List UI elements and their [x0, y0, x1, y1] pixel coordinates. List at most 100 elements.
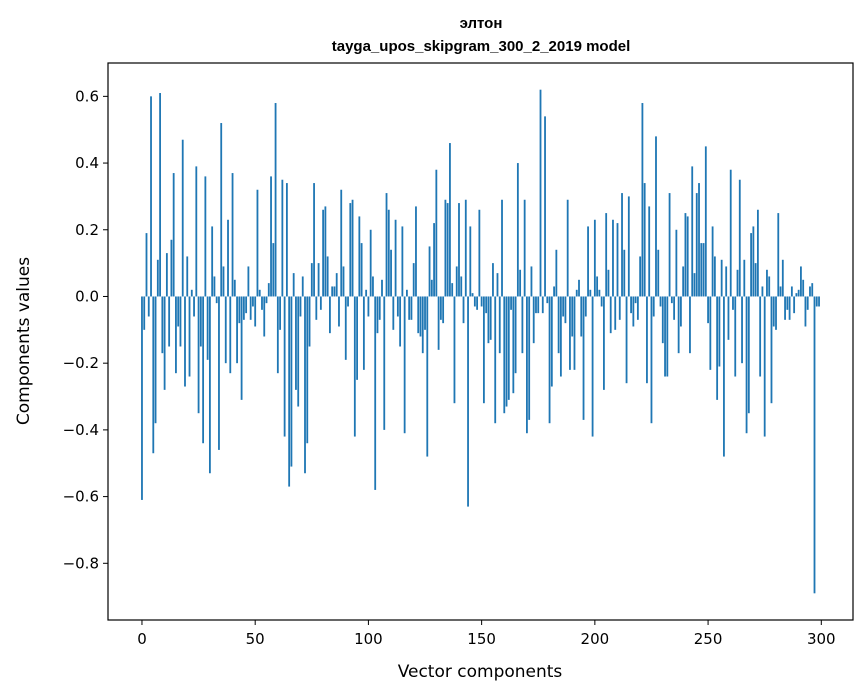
- bar: [141, 296, 143, 500]
- bar: [353, 296, 356, 437]
- bar: [270, 176, 272, 297]
- bar: [211, 226, 214, 297]
- bar: [480, 296, 483, 307]
- bar: [340, 189, 343, 297]
- bar: [641, 103, 644, 297]
- x-tick-label: 250: [694, 630, 723, 648]
- bar: [621, 193, 623, 297]
- bar: [811, 283, 814, 297]
- bar: [152, 296, 155, 454]
- bar: [288, 296, 291, 487]
- bar: [600, 296, 603, 307]
- bar: [290, 296, 293, 467]
- bar: [267, 283, 270, 297]
- bar: [734, 296, 737, 377]
- bar: [156, 259, 159, 297]
- bar: [591, 296, 594, 437]
- bar: [455, 266, 458, 297]
- bar: [333, 286, 336, 297]
- bar: [494, 296, 497, 424]
- bar: [741, 296, 743, 364]
- bar: [186, 256, 189, 297]
- bar: [439, 296, 442, 320]
- bar: [553, 286, 555, 297]
- bar: [498, 296, 501, 354]
- bar: [367, 296, 370, 317]
- bar: [154, 296, 157, 424]
- bar: [285, 183, 288, 297]
- x-tick-label: 0: [137, 630, 147, 648]
- bar: [213, 276, 216, 297]
- bar: [596, 276, 599, 297]
- bar: [299, 296, 302, 317]
- bar: [258, 289, 261, 297]
- bar: [519, 269, 522, 297]
- bar: [544, 116, 546, 297]
- bar: [471, 293, 474, 297]
- bar: [202, 296, 205, 444]
- bar: [535, 296, 537, 314]
- bar: [707, 296, 709, 324]
- bar: [677, 296, 680, 354]
- bar: [623, 249, 626, 297]
- bar: [247, 266, 250, 297]
- bar: [564, 296, 567, 324]
- bar: [630, 296, 632, 314]
- bar: [195, 166, 198, 297]
- bar: [281, 179, 284, 297]
- bar: [204, 176, 207, 297]
- bar: [584, 296, 587, 317]
- bar: [806, 296, 809, 310]
- bar: [308, 296, 311, 347]
- bar: [503, 296, 506, 414]
- bar: [555, 249, 558, 297]
- chart-subtitle: tayga_upos_skipgram_300_2_2019 model: [332, 38, 631, 55]
- bar: [301, 276, 304, 297]
- bar: [362, 296, 365, 370]
- bar: [593, 219, 596, 297]
- bar: [790, 286, 793, 297]
- bar: [378, 296, 381, 320]
- bar: [797, 289, 800, 297]
- bar: [804, 296, 807, 327]
- bar: [675, 229, 678, 297]
- bar: [578, 279, 580, 297]
- bar: [347, 296, 349, 307]
- bar: [532, 296, 535, 344]
- bar: [607, 269, 610, 297]
- bar: [627, 196, 630, 297]
- bar: [396, 296, 399, 317]
- bar: [319, 296, 322, 310]
- bar: [177, 296, 180, 327]
- bar: [770, 296, 773, 404]
- bar: [458, 203, 460, 297]
- bar: [809, 286, 811, 297]
- bar: [689, 296, 691, 354]
- bar: [711, 226, 714, 297]
- bar: [788, 296, 791, 320]
- bar: [747, 296, 750, 414]
- bar: [761, 286, 764, 297]
- bar: [725, 266, 728, 297]
- bar: [356, 296, 358, 380]
- bar: [392, 296, 395, 330]
- bar: [313, 183, 315, 297]
- bar: [408, 296, 411, 320]
- bar: [415, 206, 417, 297]
- bar: [587, 226, 589, 297]
- bar: [218, 296, 220, 450]
- bar: [605, 213, 608, 297]
- x-tick-label: 300: [807, 630, 836, 648]
- bar: [732, 296, 734, 310]
- bar: [292, 273, 295, 297]
- bar: [159, 93, 161, 297]
- bar: [240, 296, 243, 400]
- bar: [666, 296, 669, 377]
- bar: [372, 276, 374, 297]
- bar: [750, 233, 753, 297]
- bar: [469, 226, 472, 297]
- bar: [145, 233, 148, 297]
- bar: [729, 169, 732, 297]
- bar: [193, 296, 195, 317]
- plot-frame: [107, 62, 854, 621]
